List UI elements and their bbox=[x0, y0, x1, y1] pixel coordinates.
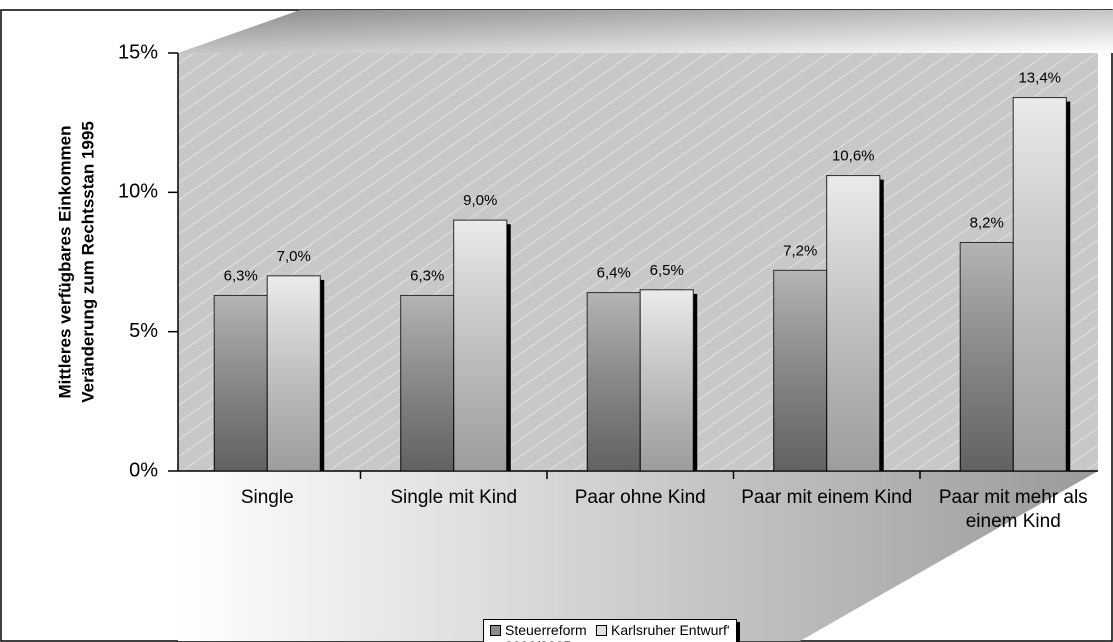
x-tick-label: Single mit Kind bbox=[390, 487, 518, 508]
value-label: 6,5% bbox=[650, 262, 684, 279]
legend: Steuerreform 2000/2005 Karlsruher Entwurf… bbox=[483, 619, 737, 642]
x-tick-label: Paar mit mehr als einem Kind bbox=[938, 487, 1088, 532]
legend-swatch bbox=[596, 625, 607, 636]
bar-shade bbox=[1013, 97, 1067, 471]
value-label: 7,0% bbox=[277, 248, 311, 265]
bar-shade bbox=[587, 292, 641, 471]
bar-shade bbox=[267, 275, 321, 471]
x-tick-label: Single bbox=[240, 487, 294, 508]
legend-label: Steuerreform 2000/2005 bbox=[505, 622, 587, 642]
value-label: 9,0% bbox=[463, 192, 497, 209]
y-axis-label: Mittleres verfügbares Einkommen bbox=[55, 125, 74, 398]
bar-shade bbox=[826, 175, 880, 471]
value-label: 6,3% bbox=[410, 267, 444, 284]
value-label: 6,4% bbox=[597, 265, 631, 282]
value-label: 13,4% bbox=[1018, 70, 1061, 87]
x-tick-label: Paar ohne Kind bbox=[574, 487, 706, 508]
legend-item: Steuerreform 2000/2005 bbox=[490, 622, 587, 642]
bar-shade bbox=[960, 242, 1014, 471]
value-label: 7,2% bbox=[783, 242, 817, 259]
y-tick-label: 15% bbox=[118, 41, 158, 63]
value-label: 6,3% bbox=[224, 267, 258, 284]
bar-shade bbox=[773, 270, 827, 471]
legend-item: Karlsruher Entwurf' bbox=[596, 622, 730, 642]
bar-shade bbox=[640, 289, 694, 471]
y-tick-label: 5% bbox=[129, 320, 158, 342]
bar-shade bbox=[400, 295, 454, 471]
bar-shade bbox=[453, 220, 507, 471]
top-wall bbox=[178, 10, 1113, 53]
floor bbox=[178, 471, 1098, 641]
bar-shade bbox=[214, 295, 268, 471]
value-label: 10,6% bbox=[832, 148, 875, 165]
legend-swatch bbox=[490, 625, 501, 636]
y-axis-label: Veränderung zum Rechtsstan 1995 bbox=[78, 121, 97, 403]
y-tick-label: 0% bbox=[129, 459, 158, 481]
x-tick-label: Paar mit einem Kind bbox=[741, 487, 913, 508]
value-label: 8,2% bbox=[970, 214, 1004, 231]
y-tick-label: 10% bbox=[118, 181, 158, 203]
legend-label: Karlsruher Entwurf' bbox=[611, 622, 730, 638]
